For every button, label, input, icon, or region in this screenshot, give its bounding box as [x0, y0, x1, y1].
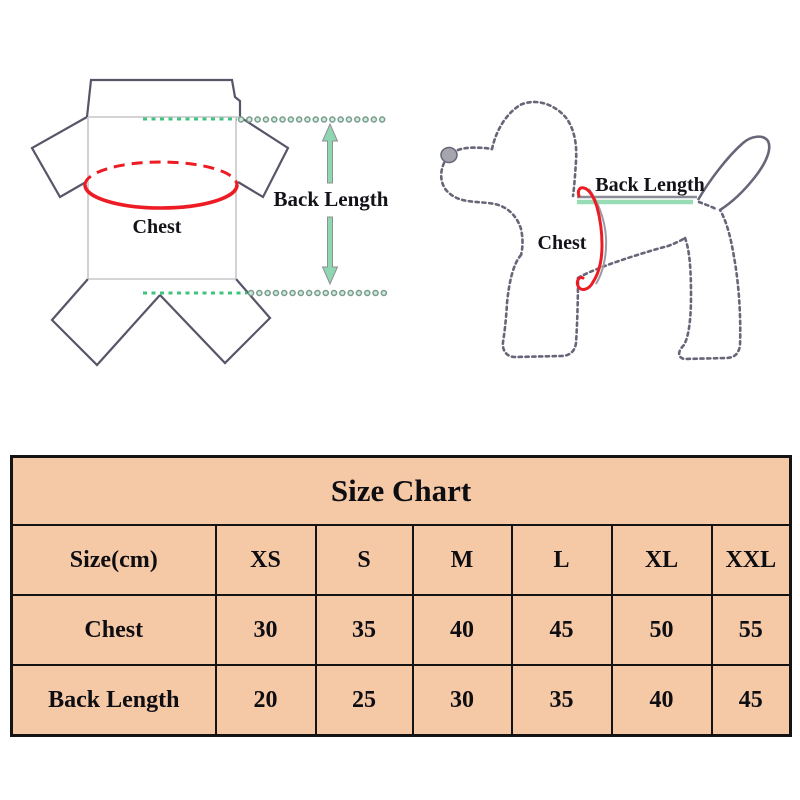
garment-chest-label: Chest [133, 216, 182, 238]
row-label-chest: Chest [10, 594, 217, 666]
dog-chest-label: Chest [538, 232, 587, 254]
column-header-xl: XL [610, 524, 713, 596]
back-length-value-m: 30 [411, 664, 513, 737]
dog-chest-curve [575, 186, 604, 291]
table-title: Size Chart [10, 455, 792, 526]
chest-value-m: 40 [411, 594, 513, 666]
table-title-row: Size Chart [10, 455, 792, 526]
chest-ellipse-solid [83, 184, 239, 210]
chest-value-xl: 50 [610, 594, 713, 666]
dog-diagram: Back Length Chest [439, 100, 771, 361]
back-length-value-xxl: 45 [710, 664, 792, 737]
back-length-arrow-icon [321, 122, 339, 286]
column-header-xxl: XXL [710, 524, 792, 596]
chest-value-xxl: 55 [710, 594, 792, 666]
column-header-s: S [314, 524, 414, 596]
table-row-chest: Chest 30 35 40 45 50 55 [10, 594, 792, 666]
column-header-m: M [411, 524, 513, 596]
column-header-xs: XS [214, 524, 317, 596]
chest-ellipse-dashed [83, 160, 239, 186]
garment-left-leg [50, 278, 161, 367]
garment-collar [85, 78, 242, 118]
column-header-size: Size(cm) [10, 524, 217, 596]
garment-right-leg [159, 278, 272, 365]
garment-right-sleeve [237, 116, 290, 199]
row-label-back-length: Back Length [10, 664, 217, 737]
column-header-l: L [510, 524, 613, 596]
back-length-value-xl: 40 [610, 664, 713, 737]
measurement-diagrams: Chest Back Length [30, 78, 771, 367]
garment-diagram: Chest Back Length [30, 78, 394, 367]
dog-outline [439, 100, 742, 361]
chest-value-s: 35 [314, 594, 414, 666]
dog-tail [696, 135, 771, 212]
garment-back-length-label: Back Length [274, 187, 389, 211]
chest-value-xs: 30 [214, 594, 317, 666]
size-chart-table: Size Chart Size(cm) XS S M L XL XXL Ches… [10, 455, 793, 737]
dog-nose [440, 146, 458, 164]
table-header-row: Size(cm) XS S M L XL XXL [10, 524, 792, 596]
back-length-value-l: 35 [510, 664, 613, 737]
garment-seams [87, 116, 240, 280]
chest-value-l: 45 [510, 594, 613, 666]
garment-left-sleeve [30, 116, 88, 199]
garment-body [88, 117, 236, 279]
table-row-back-length: Back Length 20 25 30 35 40 45 [10, 664, 792, 737]
back-length-value-xs: 20 [214, 664, 317, 737]
dog-back-length-label: Back Length [595, 174, 704, 196]
back-length-value-s: 25 [314, 664, 414, 737]
